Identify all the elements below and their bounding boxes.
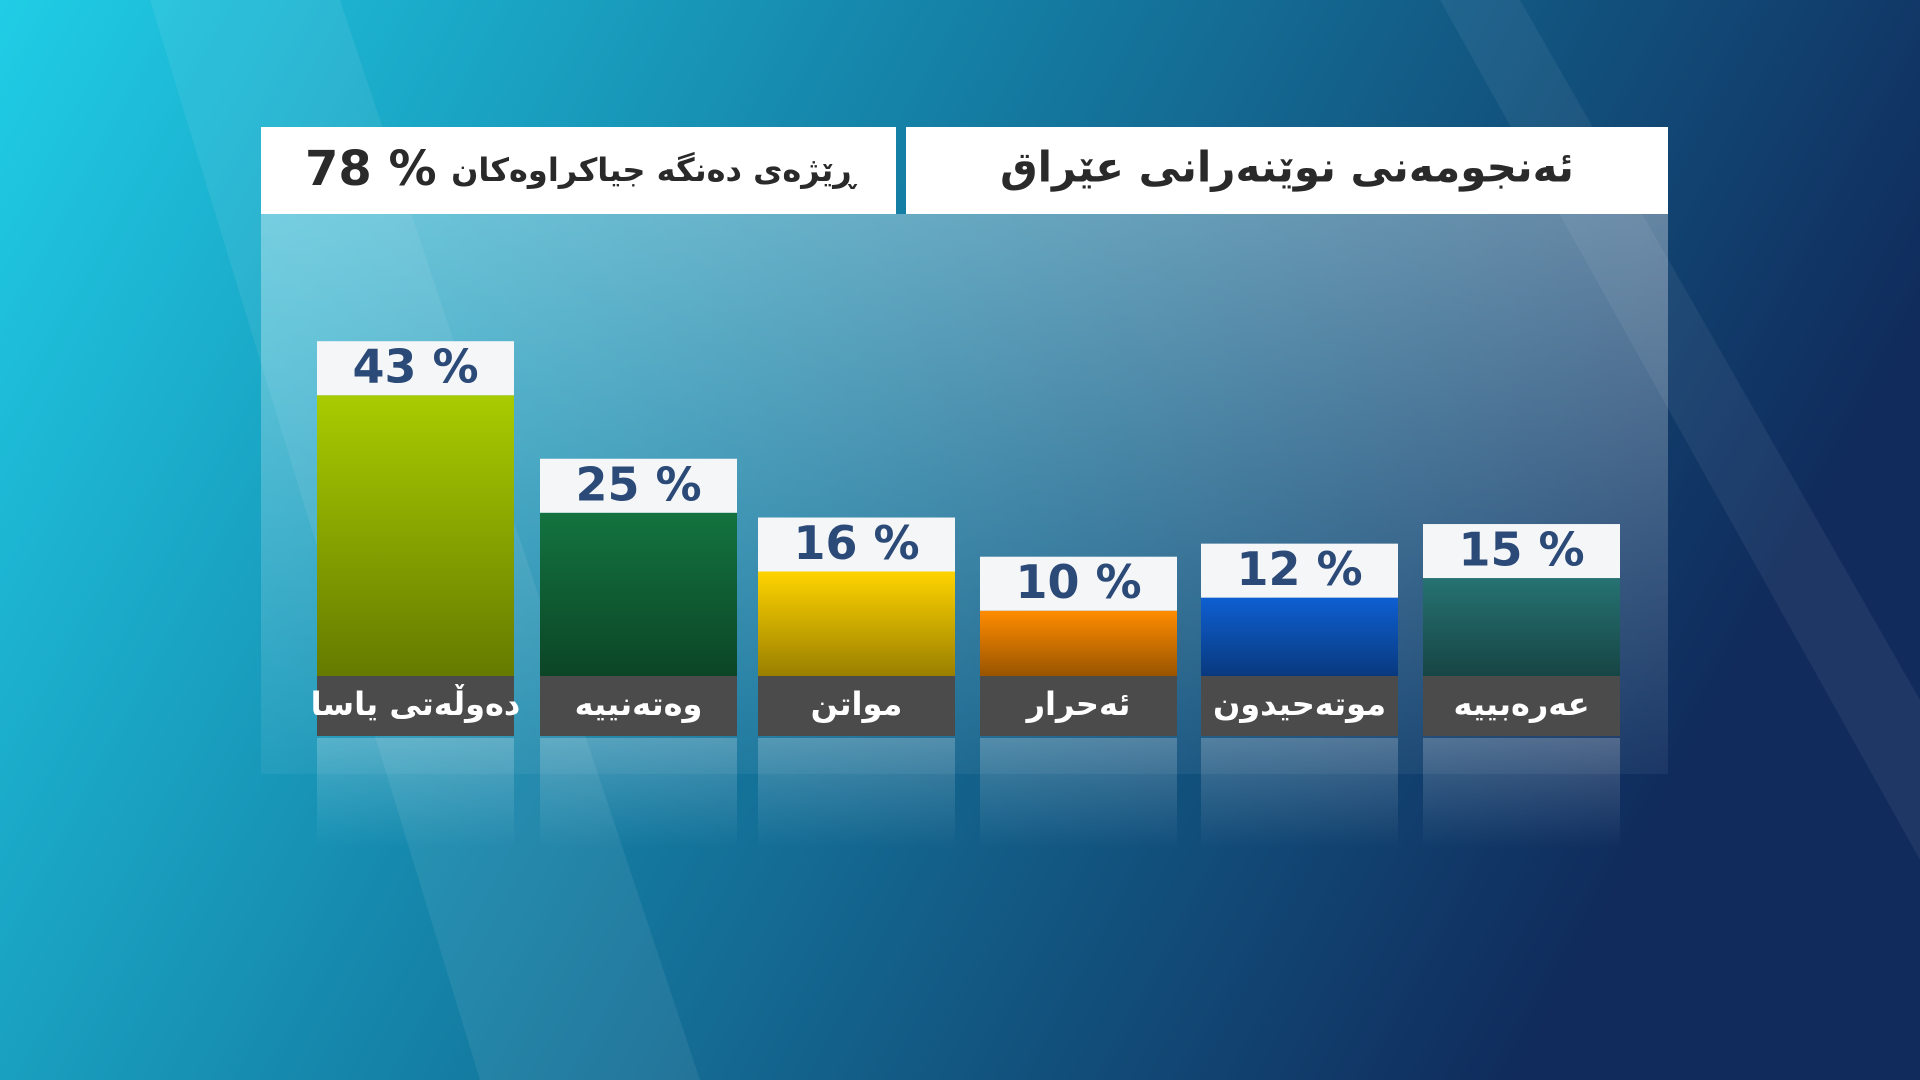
category-label: دەوڵەتی یاسا: [311, 684, 521, 723]
chart-title: ئەنجومەنی نوێنەرانی عێراق: [1000, 143, 1574, 193]
category-band: [980, 676, 1177, 736]
bar-shade: [540, 512, 737, 676]
category-band: [317, 676, 514, 736]
value-box: [1201, 543, 1398, 598]
reflection: [1201, 738, 1398, 848]
value-label: 15 %: [1458, 523, 1584, 577]
value-box: [758, 517, 955, 572]
category-label: ئەحرار: [1025, 685, 1131, 723]
category-label: وەتەنییە: [575, 685, 703, 723]
category-band: [758, 676, 955, 736]
value-box: [317, 341, 514, 396]
bar-shade: [758, 571, 955, 676]
reflection: [317, 738, 514, 848]
turnout: 78 %: [305, 141, 437, 197]
value-box: [540, 458, 737, 513]
category-label: موتەحیدون: [1213, 685, 1386, 723]
value-box: [980, 556, 1177, 611]
subtitle: ڕێژەی دەنگە جیاکراوەکان: [451, 151, 858, 189]
bar-shade: [1423, 578, 1620, 676]
bar-shade: [317, 395, 514, 676]
value-box: [1423, 524, 1620, 579]
reflection: [980, 738, 1177, 848]
bar-shade: [1201, 597, 1398, 676]
reflection: [758, 738, 955, 848]
bar-shade: [980, 610, 1177, 676]
reflection: [540, 738, 737, 848]
value-label: 43 %: [352, 340, 478, 394]
category-band: [1423, 676, 1620, 736]
value-label: 25 %: [575, 457, 701, 511]
title-box: [906, 127, 1668, 214]
header-box: [261, 127, 896, 214]
value-label: 10 %: [1015, 555, 1141, 609]
value-label: 12 %: [1236, 542, 1362, 596]
category-band: [1201, 676, 1398, 736]
category-label: عەرەبییە: [1453, 685, 1589, 723]
bars: 43 % دەوڵەتی یاسا 25 % وەتەنییە 16 % مواتن 10 …: [311, 340, 1620, 848]
reflection: [1423, 738, 1620, 848]
category-band: [540, 676, 737, 736]
value-label: 16 %: [793, 516, 919, 570]
category-label: مواتن: [811, 685, 903, 723]
